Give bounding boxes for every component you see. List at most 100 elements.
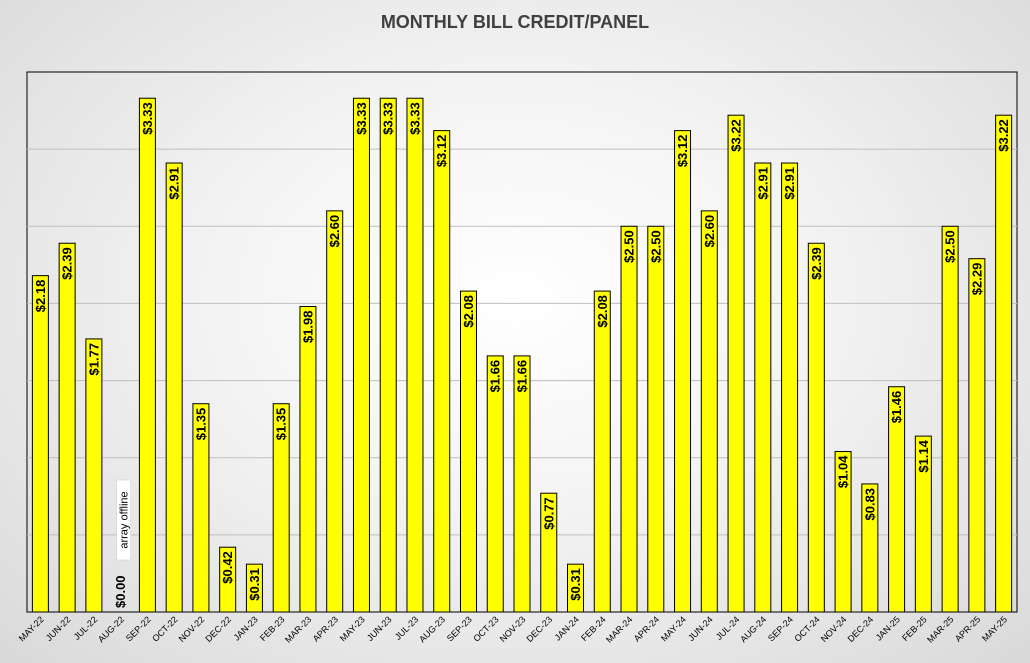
x-tick-label: JUN-23 — [365, 614, 394, 643]
value-label: $2.50 — [943, 230, 958, 263]
x-tick-label: SEP-23 — [445, 614, 474, 643]
x-tick-label: FEB-23 — [258, 614, 287, 643]
bar — [540, 492, 558, 613]
bar — [781, 162, 799, 613]
value-label: $3.33 — [354, 102, 369, 135]
value-label: $0.77 — [541, 497, 556, 530]
value-label: $1.98 — [300, 311, 315, 344]
bar — [995, 114, 1013, 613]
bar — [968, 258, 986, 613]
bars — [31, 97, 1013, 613]
x-tick-label: DEC-22 — [203, 614, 233, 644]
x-tick-label: MAY-25 — [980, 614, 1009, 643]
value-label: $0.31 — [247, 568, 262, 601]
value-label: $3.33 — [381, 102, 396, 135]
x-tick-label: AUG-24 — [738, 614, 768, 644]
value-label: $1.35 — [274, 408, 289, 441]
bar — [513, 355, 531, 613]
value-label: $0.83 — [862, 488, 877, 521]
bar — [379, 97, 397, 613]
value-label: $2.50 — [622, 230, 637, 263]
bar — [326, 210, 344, 613]
x-tick-label: JAN-25 — [874, 614, 902, 642]
value-label: $0.00 — [113, 575, 128, 608]
bar — [299, 306, 317, 613]
x-tick-label: FEB-24 — [579, 614, 608, 643]
x-tick-label: DEC-23 — [524, 614, 554, 644]
value-label: $2.91 — [167, 167, 182, 200]
bar — [433, 130, 451, 613]
bar — [58, 242, 76, 613]
x-tick-label: JUN-22 — [44, 614, 73, 643]
value-label: $1.14 — [916, 439, 931, 472]
x-tick-label: NOV-22 — [177, 614, 207, 644]
value-label: $1.66 — [488, 360, 503, 393]
bar — [700, 210, 718, 613]
value-label: $1.46 — [889, 391, 904, 424]
bar — [674, 130, 692, 613]
x-tick-label: MAY-23 — [338, 614, 367, 643]
value-label: $2.39 — [60, 247, 75, 280]
x-tick-label: MAY-22 — [17, 614, 46, 643]
x-tick-label: MAR-25 — [925, 614, 955, 644]
value-label: $2.60 — [327, 215, 342, 248]
bar — [138, 97, 156, 613]
bar — [888, 386, 906, 613]
bar — [245, 563, 263, 613]
bar — [272, 403, 290, 613]
bar — [620, 225, 638, 613]
bar — [941, 225, 959, 613]
x-tick-label: APR-23 — [311, 614, 340, 643]
value-label: $1.77 — [86, 343, 101, 376]
x-tick-label: AUG-22 — [96, 614, 126, 644]
x-tick-label: MAR-24 — [604, 614, 634, 644]
value-label: $1.35 — [193, 408, 208, 441]
value-label: $2.60 — [702, 215, 717, 248]
bar — [165, 162, 183, 613]
annotations: array offline — [116, 479, 131, 561]
bar — [31, 275, 49, 613]
bar — [834, 451, 852, 613]
x-tick-label: OCT-24 — [792, 614, 821, 643]
value-label: $3.12 — [434, 135, 449, 168]
x-tick-label: MAR-23 — [283, 614, 313, 644]
value-label: $0.42 — [220, 551, 235, 584]
bar — [861, 483, 879, 613]
bar — [647, 225, 665, 613]
chart-title: MONTHLY BILL CREDIT/PANEL — [380, 12, 650, 32]
value-label: $1.66 — [515, 360, 530, 393]
value-labels: $2.18 $2.39 $1.77 $0.00 $3.33 $2.91 $1.35 $0.42… — [33, 102, 1011, 608]
value-label: $2.08 — [595, 295, 610, 328]
value-label: $2.50 — [648, 230, 663, 263]
annotation-box — [116, 479, 131, 561]
value-label: $3.33 — [140, 102, 155, 135]
x-tick-label: NOV-23 — [498, 614, 528, 644]
bar — [567, 563, 585, 613]
bar — [754, 162, 772, 613]
value-label: $3.33 — [407, 102, 422, 135]
x-tick-label: FEB-25 — [900, 614, 929, 643]
x-tick-label: APR-25 — [953, 614, 982, 643]
value-label: $2.08 — [461, 295, 476, 328]
x-tick-label: DEC-24 — [846, 614, 876, 644]
bar — [486, 355, 504, 613]
bar — [593, 290, 611, 613]
x-tick-label: JAN-23 — [232, 614, 260, 642]
x-tick-label: OCT-22 — [150, 614, 179, 643]
bar — [807, 242, 825, 613]
value-label: $3.22 — [729, 119, 744, 152]
bar — [85, 338, 103, 613]
annotation-text: array offline — [119, 491, 131, 548]
value-label: $3.22 — [996, 119, 1011, 152]
value-label: $2.91 — [782, 167, 797, 200]
x-tick-label: JUN-24 — [686, 614, 715, 643]
x-tick-label: OCT-23 — [471, 614, 500, 643]
value-label: $1.04 — [836, 455, 851, 488]
bar — [459, 290, 477, 613]
bar — [727, 114, 745, 613]
value-label: $0.31 — [568, 568, 583, 601]
x-tick-label: MAY-24 — [659, 614, 688, 643]
